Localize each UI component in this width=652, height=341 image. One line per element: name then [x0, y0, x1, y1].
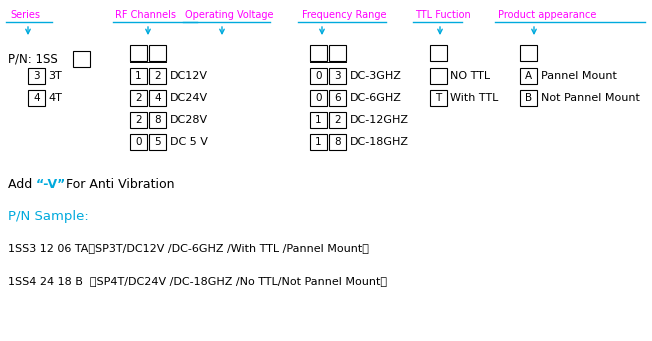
Bar	[310, 45, 327, 61]
Text: 8: 8	[334, 137, 341, 147]
Text: 4T: 4T	[48, 93, 62, 103]
Bar	[130, 68, 147, 84]
Text: For Anti Vibration: For Anti Vibration	[62, 178, 175, 191]
Bar	[28, 90, 45, 106]
Text: Product appearance: Product appearance	[498, 10, 597, 20]
Text: 3T: 3T	[48, 71, 62, 81]
Text: B: B	[525, 93, 532, 103]
Text: 3: 3	[33, 71, 40, 81]
Bar	[520, 68, 537, 84]
Text: DC-3GHZ: DC-3GHZ	[350, 71, 402, 81]
Text: 3: 3	[334, 71, 341, 81]
Text: DC28V: DC28V	[170, 115, 208, 125]
Bar	[149, 134, 166, 150]
Text: DC 5 V: DC 5 V	[170, 137, 208, 147]
Text: 0: 0	[135, 137, 141, 147]
Bar	[149, 68, 166, 84]
Text: 0: 0	[316, 93, 321, 103]
Bar	[149, 45, 166, 61]
Text: 4: 4	[33, 93, 40, 103]
Text: NO TTL: NO TTL	[450, 71, 490, 81]
Text: DC24V: DC24V	[170, 93, 208, 103]
Bar	[310, 112, 327, 128]
Text: T: T	[436, 93, 441, 103]
Text: 1SS4 24 18 B  （SP4T/DC24V /DC-18GHZ /No TTL/Not Pannel Mount）: 1SS4 24 18 B （SP4T/DC24V /DC-18GHZ /No T…	[8, 276, 387, 286]
Bar	[310, 90, 327, 106]
Bar	[130, 112, 147, 128]
Text: 6: 6	[334, 93, 341, 103]
Text: A: A	[525, 71, 532, 81]
Text: 8: 8	[154, 115, 161, 125]
Text: Series: Series	[10, 10, 40, 20]
Text: 1: 1	[135, 71, 142, 81]
Text: 2: 2	[154, 71, 161, 81]
Bar	[130, 45, 147, 61]
Bar	[329, 90, 346, 106]
Bar	[430, 45, 447, 61]
Bar	[329, 112, 346, 128]
Text: 4: 4	[154, 93, 161, 103]
Bar	[430, 90, 447, 106]
Text: 1: 1	[315, 137, 322, 147]
Bar	[520, 90, 537, 106]
Text: Frequency Range: Frequency Range	[302, 10, 387, 20]
Text: 2: 2	[334, 115, 341, 125]
Text: DC-18GHZ: DC-18GHZ	[350, 137, 409, 147]
Text: DC-6GHZ: DC-6GHZ	[350, 93, 402, 103]
Bar	[310, 68, 327, 84]
Bar	[149, 112, 166, 128]
Text: Not Pannel Mount: Not Pannel Mount	[541, 93, 640, 103]
Text: “-V”: “-V”	[36, 178, 67, 191]
Text: RF Channels: RF Channels	[115, 10, 176, 20]
Text: 2: 2	[135, 93, 142, 103]
Text: Add: Add	[8, 178, 37, 191]
Bar	[149, 90, 166, 106]
Bar	[310, 134, 327, 150]
Text: Operating Voltage: Operating Voltage	[185, 10, 273, 20]
Bar	[329, 134, 346, 150]
Text: 0: 0	[316, 71, 321, 81]
Text: DC12V: DC12V	[170, 71, 208, 81]
Bar	[329, 45, 346, 61]
Text: TTL Fuction: TTL Fuction	[415, 10, 471, 20]
Text: 1SS3 12 06 TA（SP3T/DC12V /DC-6GHZ /With TTL /Pannel Mount）: 1SS3 12 06 TA（SP3T/DC12V /DC-6GHZ /With …	[8, 243, 369, 253]
Text: 2: 2	[135, 115, 142, 125]
Text: DC-12GHZ: DC-12GHZ	[350, 115, 409, 125]
Bar	[329, 68, 346, 84]
Text: 5: 5	[154, 137, 161, 147]
Text: With TTL: With TTL	[450, 93, 498, 103]
Text: P/N Sample:: P/N Sample:	[8, 210, 89, 223]
Bar	[130, 90, 147, 106]
Text: P/N: 1SS: P/N: 1SS	[8, 52, 58, 65]
Bar	[520, 45, 537, 61]
Bar	[73, 51, 90, 67]
Bar	[130, 134, 147, 150]
Text: 1: 1	[315, 115, 322, 125]
Bar	[28, 68, 45, 84]
Text: Pannel Mount: Pannel Mount	[541, 71, 617, 81]
Bar	[430, 68, 447, 84]
